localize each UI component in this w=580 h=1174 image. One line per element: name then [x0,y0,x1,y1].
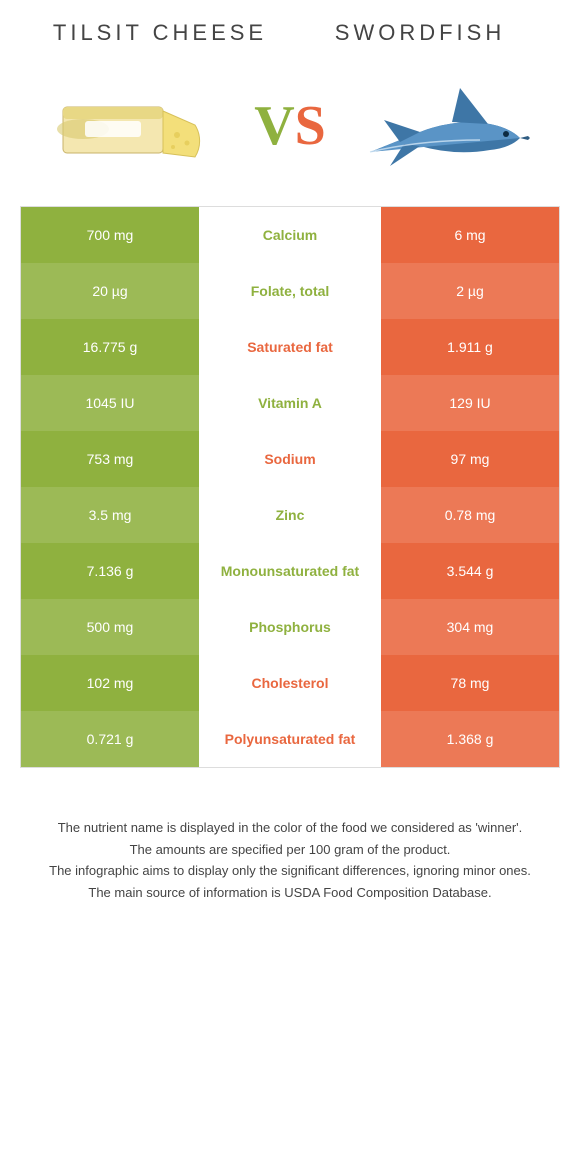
value-right: 97 mg [381,431,559,487]
nutrient-label: Zinc [201,487,381,543]
swordfish-icon [360,76,530,176]
vs-v: V [254,95,294,157]
vs-col: VS [239,94,341,158]
value-right: 1.368 g [381,711,559,767]
value-right: 3.544 g [381,543,559,599]
nutrient-label: Calcium [201,207,381,263]
footnote-line: The amounts are specified per 100 gram o… [30,840,550,860]
table-row: 753 mgSodium97 mg [21,431,559,487]
table-row: 7.136 gMonounsaturated fat3.544 g [21,543,559,599]
table-row: 3.5 mgZinc0.78 mg [21,487,559,543]
nutrient-label: Folate, total [201,263,381,319]
value-right: 0.78 mg [381,487,559,543]
value-left: 753 mg [21,431,201,487]
value-left: 1045 IU [21,375,201,431]
value-left: 102 mg [21,655,201,711]
image-right-col [341,76,550,176]
value-left: 16.775 g [21,319,201,375]
nutrient-label: Saturated fat [201,319,381,375]
header-col-right: SWORDFISH [290,20,550,46]
value-right: 2 µg [381,263,559,319]
value-left: 700 mg [21,207,201,263]
footnote-line: The nutrient name is displayed in the co… [30,818,550,838]
images-row: VS [0,56,580,206]
table-row: 0.721 gPolyunsaturated fat1.368 g [21,711,559,767]
value-right: 6 mg [381,207,559,263]
footnotes: The nutrient name is displayed in the co… [30,818,550,902]
cheese-icon [55,81,215,171]
value-left: 20 µg [21,263,201,319]
value-right: 1.911 g [381,319,559,375]
nutrient-label: Polyunsaturated fat [201,711,381,767]
food-title-right: SWORDFISH [290,20,550,46]
value-right: 304 mg [381,599,559,655]
nutrient-label: Sodium [201,431,381,487]
nutrient-label: Monounsaturated fat [201,543,381,599]
header-col-left: TILSIT CHEESE [30,20,290,46]
vs-label: VS [254,95,326,157]
table-row: 20 µgFolate, total2 µg [21,263,559,319]
value-left: 3.5 mg [21,487,201,543]
value-right: 129 IU [381,375,559,431]
table-row: 102 mgCholesterol78 mg [21,655,559,711]
nutrient-label: Cholesterol [201,655,381,711]
value-left: 0.721 g [21,711,201,767]
value-right: 78 mg [381,655,559,711]
table-row: 500 mgPhosphorus304 mg [21,599,559,655]
value-left: 7.136 g [21,543,201,599]
table-row: 700 mgCalcium6 mg [21,207,559,263]
nutrient-label: Vitamin A [201,375,381,431]
vs-s: S [295,95,326,157]
header: TILSIT CHEESE SWORDFISH [0,0,580,56]
value-left: 500 mg [21,599,201,655]
food-title-left: TILSIT CHEESE [30,20,290,46]
nutrient-table: 700 mgCalcium6 mg20 µgFolate, total2 µg1… [20,206,560,768]
table-row: 16.775 gSaturated fat1.911 g [21,319,559,375]
table-row: 1045 IUVitamin A129 IU [21,375,559,431]
image-left-col [30,81,239,171]
footnote-line: The main source of information is USDA F… [30,883,550,903]
nutrient-label: Phosphorus [201,599,381,655]
footnote-line: The infographic aims to display only the… [30,861,550,881]
